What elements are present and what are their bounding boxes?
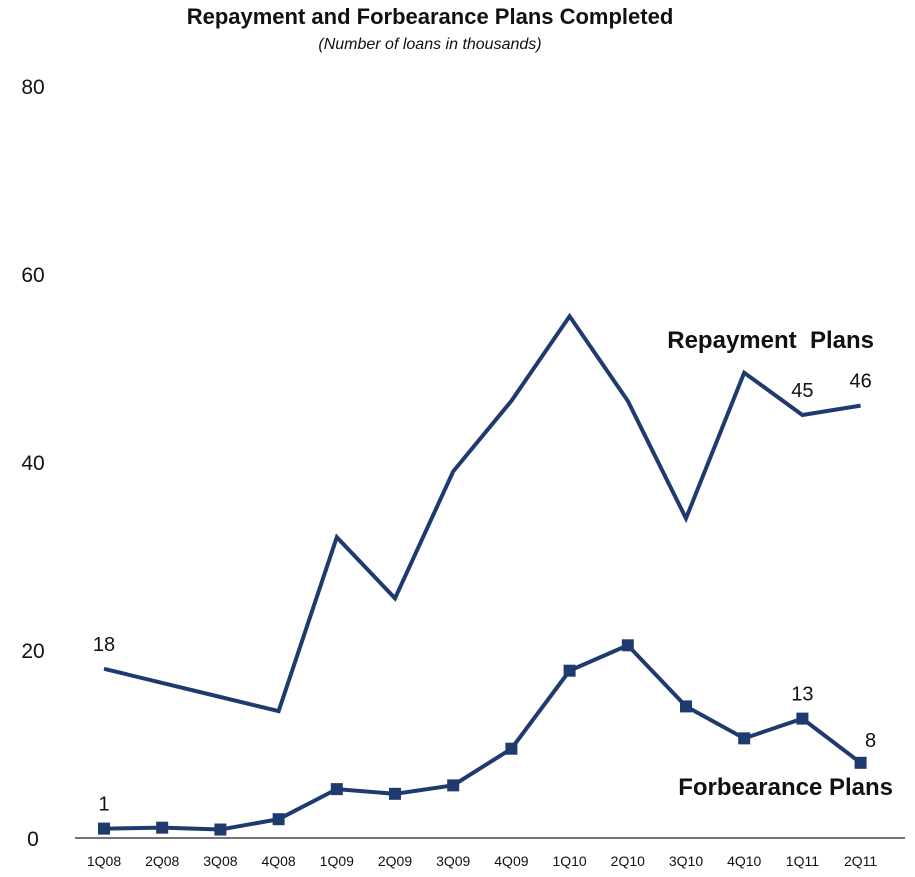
forbearance-point-marker: [389, 787, 401, 800]
x-tick-label: 1Q08: [87, 853, 121, 869]
forbearance-point-marker: [738, 732, 751, 745]
forbearance-point-marker: [214, 823, 227, 836]
series-line-repayment: [103, 312, 861, 714]
y-tick-label: 20: [21, 640, 44, 663]
x-tick-label: 2Q08: [145, 853, 179, 869]
forbearance-point-marker: [330, 783, 343, 796]
repayment-data-label: 18: [93, 634, 115, 656]
x-tick-label: 2Q09: [378, 853, 412, 869]
forbearance-point-marker: [563, 664, 576, 677]
x-tick-label: 2Q11: [844, 853, 877, 869]
x-tick-label: 1Q09: [320, 853, 354, 869]
forbearance-point-marker: [447, 779, 460, 792]
forbearance-series-label: Forbearance Plans: [678, 774, 893, 801]
x-tick-label: 4Q09: [494, 853, 528, 869]
chart-subtitle: (Number of loans in thousands): [318, 36, 542, 53]
x-tick-label: 3Q10: [669, 853, 703, 869]
forbearance-point-marker: [796, 712, 809, 725]
x-tick-label: 3Q09: [436, 853, 470, 869]
forbearance-point-marker: [854, 756, 867, 769]
x-tick-label: 1Q10: [552, 853, 586, 869]
x-tick-label: 3Q08: [203, 853, 237, 869]
chart-title: Repayment and Forbearance Plans Complete…: [186, 4, 674, 29]
x-tick-label: 1Q11: [786, 853, 819, 869]
forbearance-point-marker: [98, 822, 110, 835]
y-tick-label: 60: [21, 264, 44, 287]
forbearance-data-label: 8: [865, 730, 876, 752]
forbearance-point-marker: [680, 700, 692, 713]
forbearance-data-label: 13: [791, 684, 813, 706]
y-tick-label: 80: [21, 76, 44, 99]
repayment-series-label: Repayment Plans: [667, 327, 874, 354]
y-tick-label: 0: [27, 828, 39, 851]
forbearance-point-marker: [272, 813, 285, 826]
series-line-forbearance: [103, 642, 862, 832]
repayment-data-label: 46: [849, 371, 871, 393]
x-tick-label: 2Q10: [611, 853, 645, 869]
y-tick-label: 40: [21, 452, 44, 475]
repayment-data-label: 45: [791, 380, 813, 402]
forbearance-data-label: 1: [98, 794, 109, 816]
x-tick-label: 4Q08: [261, 853, 295, 869]
forbearance-point-marker: [505, 742, 518, 755]
forbearance-point-marker: [156, 821, 169, 834]
x-tick-label: 4Q10: [727, 853, 761, 869]
forbearance-point-marker: [621, 639, 634, 652]
